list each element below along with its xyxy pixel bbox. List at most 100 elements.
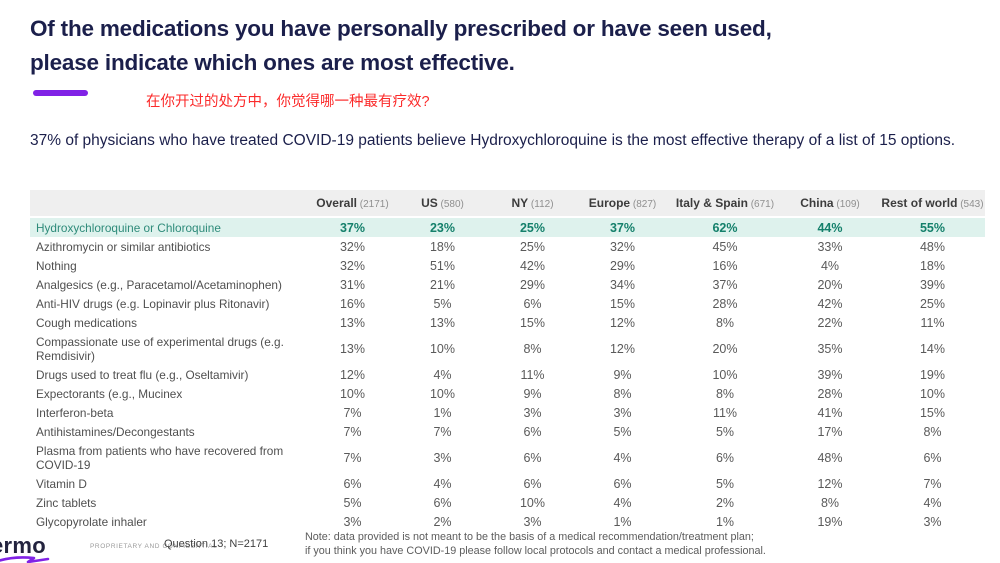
value-cell: 5%: [715, 424, 735, 439]
column-header: Rest of world (543): [880, 196, 985, 210]
row-label: Interferon-beta: [36, 405, 114, 420]
value-cell: 32%: [609, 239, 636, 254]
value-cell: 3%: [343, 514, 362, 529]
value-cell: 1%: [613, 514, 632, 529]
table-row: Glycopyrolate inhaler 3% 2% 3% 1% 1% 19% 3%: [30, 512, 985, 531]
row-label: Nothing: [36, 258, 77, 273]
value-cell: 22%: [817, 315, 843, 330]
value-cell: 2%: [715, 495, 735, 510]
value-cell: 3%: [523, 405, 542, 420]
value-cell: 21%: [429, 277, 456, 292]
page-title: Of the medications you have personally p…: [30, 16, 772, 75]
value-cell: 16%: [712, 258, 738, 273]
column-header-label: Italy & Spain: [675, 196, 748, 210]
value-cell: 5%: [433, 296, 452, 311]
value-cell: 4%: [923, 495, 942, 510]
value-cell: 3%: [613, 405, 632, 420]
value-cell: 10%: [429, 386, 456, 401]
value-cell: 39%: [919, 277, 946, 292]
value-cell: 12%: [339, 367, 366, 382]
value-cell: 6%: [923, 450, 942, 465]
value-cell: 25%: [919, 296, 946, 311]
disclaimer-note-line2: if you think you have COVID-19 please fo…: [305, 544, 766, 557]
value-cell: 4%: [433, 476, 452, 491]
value-cell: 7%: [433, 424, 452, 439]
row-label: Glycopyrolate inhaler: [36, 514, 147, 529]
value-cell: 1%: [715, 514, 735, 529]
row-label: Compassionate use of experimental drugs …: [36, 334, 284, 363]
row-label: Antihistamines/Decongestants: [36, 424, 195, 439]
value-cell: 23%: [429, 220, 456, 235]
confidential-label: PROPRIETARY AND CONFIDENTIAL: [90, 543, 218, 550]
value-cell: 44%: [817, 220, 843, 235]
value-cell: 8%: [715, 386, 735, 401]
value-cell: 31%: [339, 277, 366, 292]
table-header-row: Overall (2171) US (580) NY (112) Europe (82…: [30, 190, 985, 216]
table-row: Analgesics (e.g., Paracetamol/Acetaminop…: [30, 275, 985, 294]
value-cell: 4%: [613, 495, 632, 510]
value-cell: 32%: [339, 258, 366, 273]
value-cell: 8%: [715, 315, 735, 330]
row-label: Zinc tablets: [36, 495, 97, 510]
value-cell: 15%: [519, 315, 546, 330]
logo-swoosh-icon: [0, 552, 52, 563]
row-label: Azithromycin or similar antibiotics: [36, 239, 211, 254]
title-translation: 在你开过的处方中，你觉得哪一种最有疗效?: [146, 94, 430, 110]
value-cell: 2%: [433, 514, 452, 529]
column-header-n: (543): [957, 199, 984, 210]
value-cell: 3%: [433, 450, 452, 465]
value-cell: 11%: [920, 315, 945, 330]
value-cell: 20%: [817, 277, 843, 292]
value-cell: 48%: [919, 239, 946, 254]
disclaimer-note: Note: data provided is not meant to be t…: [305, 531, 766, 558]
value-cell: 18%: [429, 239, 456, 254]
value-cell: 10%: [429, 341, 456, 356]
value-cell: 5%: [343, 495, 362, 510]
question-reference: Question 13; N=2171: [164, 538, 269, 550]
value-cell: 8%: [923, 424, 942, 439]
column-header: Europe (827): [575, 196, 670, 210]
value-cell: 41%: [817, 405, 843, 420]
value-cell: 25%: [519, 239, 546, 254]
column-header: US (580): [395, 196, 490, 210]
value-cell: 42%: [817, 296, 843, 311]
value-cell: 28%: [712, 296, 738, 311]
value-cell: 39%: [817, 367, 843, 382]
value-cell: 7%: [923, 476, 942, 491]
column-header-n: (112): [528, 199, 554, 210]
value-cell: 12%: [609, 341, 636, 356]
value-cell: 11%: [520, 367, 545, 382]
value-cell: 7%: [343, 405, 362, 420]
table-row: Nothing 32% 51% 42% 29% 16% 4% 18%: [30, 256, 985, 275]
value-cell: 9%: [523, 386, 542, 401]
value-cell: 33%: [817, 239, 843, 254]
value-cell: 15%: [609, 296, 636, 311]
value-cell: 4%: [820, 258, 840, 273]
table-row: Vitamin D 6% 4% 6% 6% 5% 12% 7%: [30, 474, 985, 493]
row-label: Hydroxychloroquine or Chloroquine: [36, 220, 221, 235]
column-header-n: (109): [833, 199, 860, 210]
value-cell: 29%: [519, 277, 546, 292]
row-label: Vitamin D: [36, 476, 87, 491]
table-row: Interferon-beta 7% 1% 3% 3% 11% 41% 15%: [30, 403, 985, 422]
value-cell: 10%: [919, 386, 946, 401]
table-row: Hydroxychloroquine or Chloroquine 37% 23% 2…: [30, 218, 985, 237]
value-cell: 3%: [923, 514, 942, 529]
value-cell: 12%: [817, 476, 843, 491]
value-cell: 5%: [613, 424, 632, 439]
value-cell: 9%: [613, 367, 632, 382]
value-cell: 8%: [523, 341, 542, 356]
column-header: Overall (2171): [310, 196, 395, 210]
column-header-label: Rest of world: [881, 196, 958, 210]
value-cell: 42%: [519, 258, 546, 273]
value-cell: 7%: [343, 450, 362, 465]
value-cell: 6%: [715, 450, 735, 465]
table-row: Zinc tablets 5% 6% 10% 4% 2% 8% 4%: [30, 493, 985, 512]
table-row: Expectorants (e.g., Mucinex 10% 10% 9% 8% 8% 2…: [30, 384, 985, 403]
value-cell: 37%: [339, 220, 366, 235]
sermo-logo: ermo: [0, 533, 46, 558]
value-cell: 6%: [523, 296, 542, 311]
value-cell: 34%: [609, 277, 636, 292]
value-cell: 11%: [712, 405, 738, 420]
